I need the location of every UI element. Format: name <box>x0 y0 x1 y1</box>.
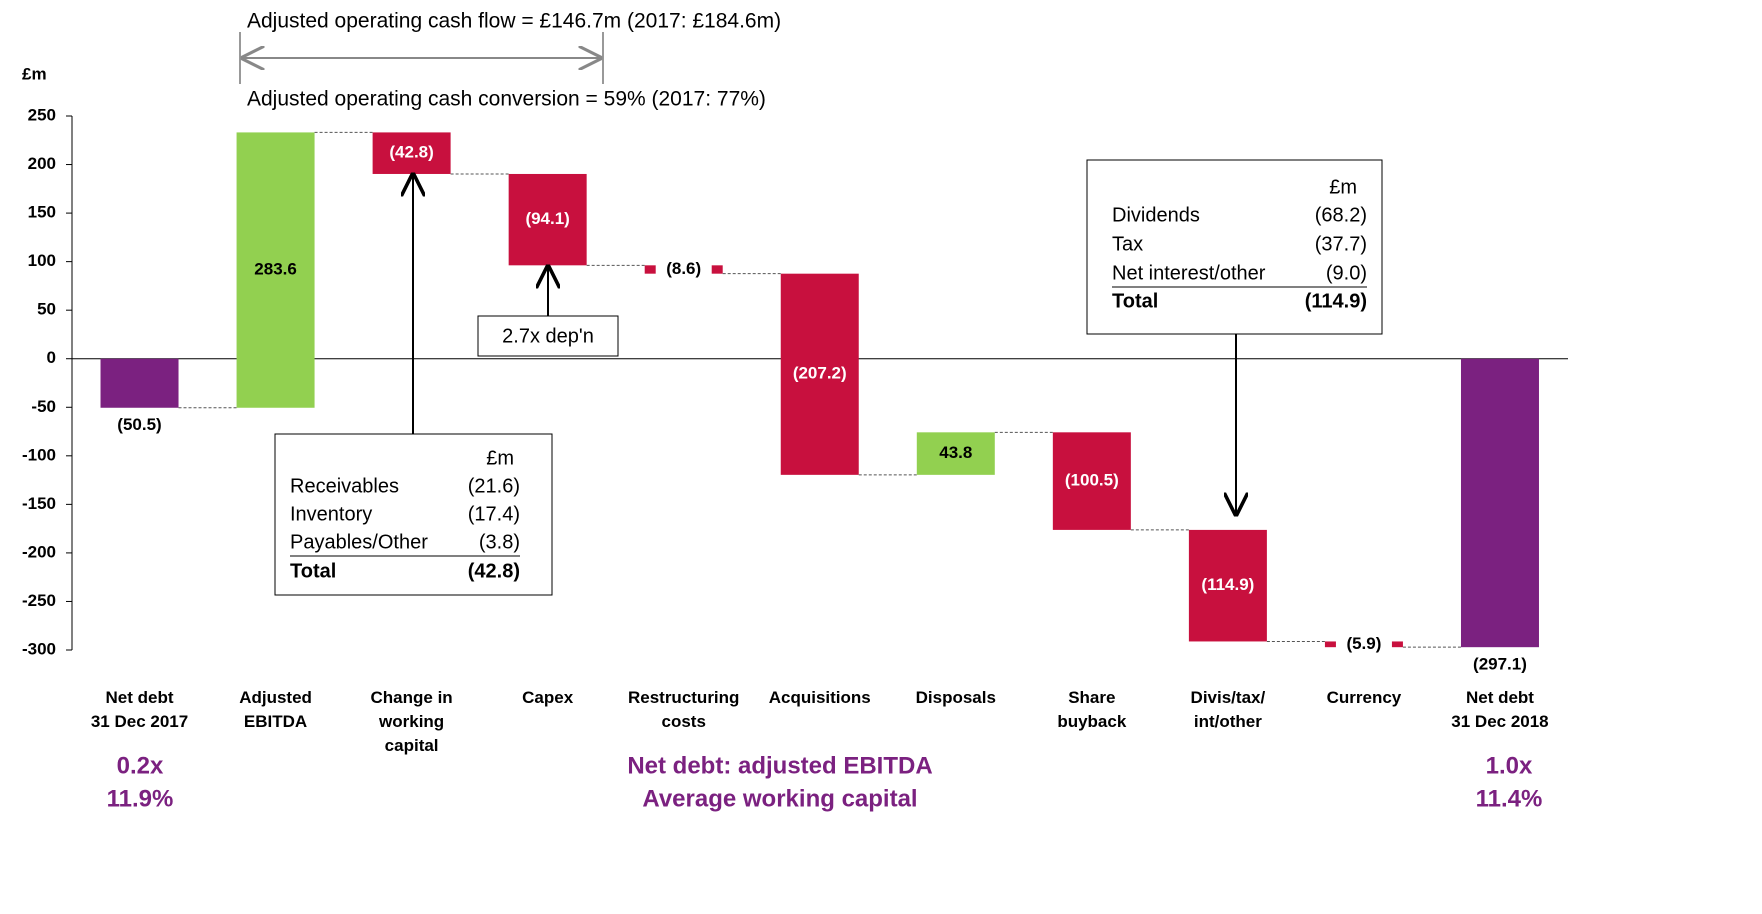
x-tick-label: Net debt 31 Dec 2017 <box>90 688 189 731</box>
x-tick-label: Acquisitions <box>768 688 871 707</box>
x-tick-label: Change in working capital <box>370 688 453 755</box>
table-value: (68.2) <box>1315 204 1367 226</box>
bar <box>916 432 995 475</box>
bar <box>372 132 451 174</box>
table-label: Total <box>1112 290 1158 312</box>
y-tick-label: 250 <box>28 105 56 124</box>
x-tick-label: Net debt 31 Dec 2018 <box>1451 688 1549 731</box>
y-tick-label: -150 <box>22 494 56 513</box>
x-tick-label: Divis/tax/ int/other <box>1190 688 1266 731</box>
data-label: (297.1) <box>1473 655 1527 674</box>
y-tick-label: 100 <box>28 251 56 270</box>
table-label: Payables/Other <box>290 531 428 553</box>
data-label: 43.8 <box>939 443 972 462</box>
callout-box <box>274 433 553 596</box>
data-label: (100.5) <box>1065 471 1119 490</box>
table-label: Inventory <box>290 503 372 525</box>
annotation: 2.7x dep'n <box>502 325 594 347</box>
label-bg <box>1335 633 1392 656</box>
y-tick-label: 200 <box>28 154 56 173</box>
x-tick-label: Adjusted EBITDA <box>239 688 312 731</box>
annotation: Adjusted operating cash flow = £146.7m (… <box>247 10 781 33</box>
table-value: (42.8) <box>468 560 520 582</box>
table-value: (17.4) <box>468 503 520 525</box>
table-value: (3.8) <box>479 531 520 553</box>
y-tick-label: 150 <box>28 203 56 222</box>
data-label: (207.2) <box>793 364 847 383</box>
data-label: (5.9) <box>1346 634 1381 653</box>
data-label: 283.6 <box>254 260 297 279</box>
label-bg <box>655 258 712 281</box>
bar <box>780 273 859 475</box>
x-tick-label: Disposals <box>915 688 996 707</box>
y-tick-label: -300 <box>22 639 56 658</box>
x-tick-label: Capex <box>522 688 574 707</box>
footer-metric: Average working capital <box>642 785 917 812</box>
data-label: (8.6) <box>666 259 701 278</box>
x-tick-label: Restructuring costs <box>627 688 740 731</box>
annotation: Adjusted operating cash conversion = 59%… <box>247 88 766 111</box>
data-label: (42.8) <box>389 143 433 162</box>
table-value: (9.0) <box>1326 262 1367 284</box>
footer-metric: 0.2x <box>117 752 164 779</box>
bar <box>1188 529 1267 642</box>
bar <box>1460 358 1539 648</box>
table-unit: £m <box>1329 176 1357 198</box>
table-label: Net interest/other <box>1112 262 1266 284</box>
y-tick-label: 50 <box>37 300 56 319</box>
table-unit: £m <box>486 447 514 469</box>
table-label: Receivables <box>290 475 399 497</box>
table-value: (114.9) <box>1305 290 1367 312</box>
x-tick-label: Currency <box>1326 688 1402 707</box>
table-value: (37.7) <box>1315 233 1367 255</box>
y-tick-label: -100 <box>22 445 56 464</box>
table-value: (21.6) <box>468 475 520 497</box>
y-tick-label: 0 <box>47 348 56 367</box>
y-tick-label: -250 <box>22 591 56 610</box>
data-label: (50.5) <box>117 415 161 434</box>
footer-metric: 11.4% <box>1476 785 1543 812</box>
data-label: (94.1) <box>525 209 569 228</box>
callout-box <box>1086 159 1383 335</box>
data-label: (114.9) <box>1201 575 1254 594</box>
table-label: Tax <box>1112 233 1143 255</box>
bar <box>100 358 179 408</box>
footer-metric: 11.9% <box>107 785 174 812</box>
x-tick-label: Share buyback <box>1057 688 1127 731</box>
footer-metric: 1.0x <box>1486 752 1533 779</box>
table-label: Total <box>290 560 336 582</box>
callout-box <box>477 315 619 357</box>
y-axis-label: £m <box>22 64 47 83</box>
footer-metric: Net debt: adjusted EBITDA <box>627 752 932 779</box>
bar <box>508 173 587 266</box>
y-tick-label: -200 <box>22 542 56 561</box>
bar <box>236 132 315 408</box>
table-label: Dividends <box>1112 204 1200 226</box>
bar <box>1052 432 1131 530</box>
y-tick-label: -50 <box>31 397 56 416</box>
